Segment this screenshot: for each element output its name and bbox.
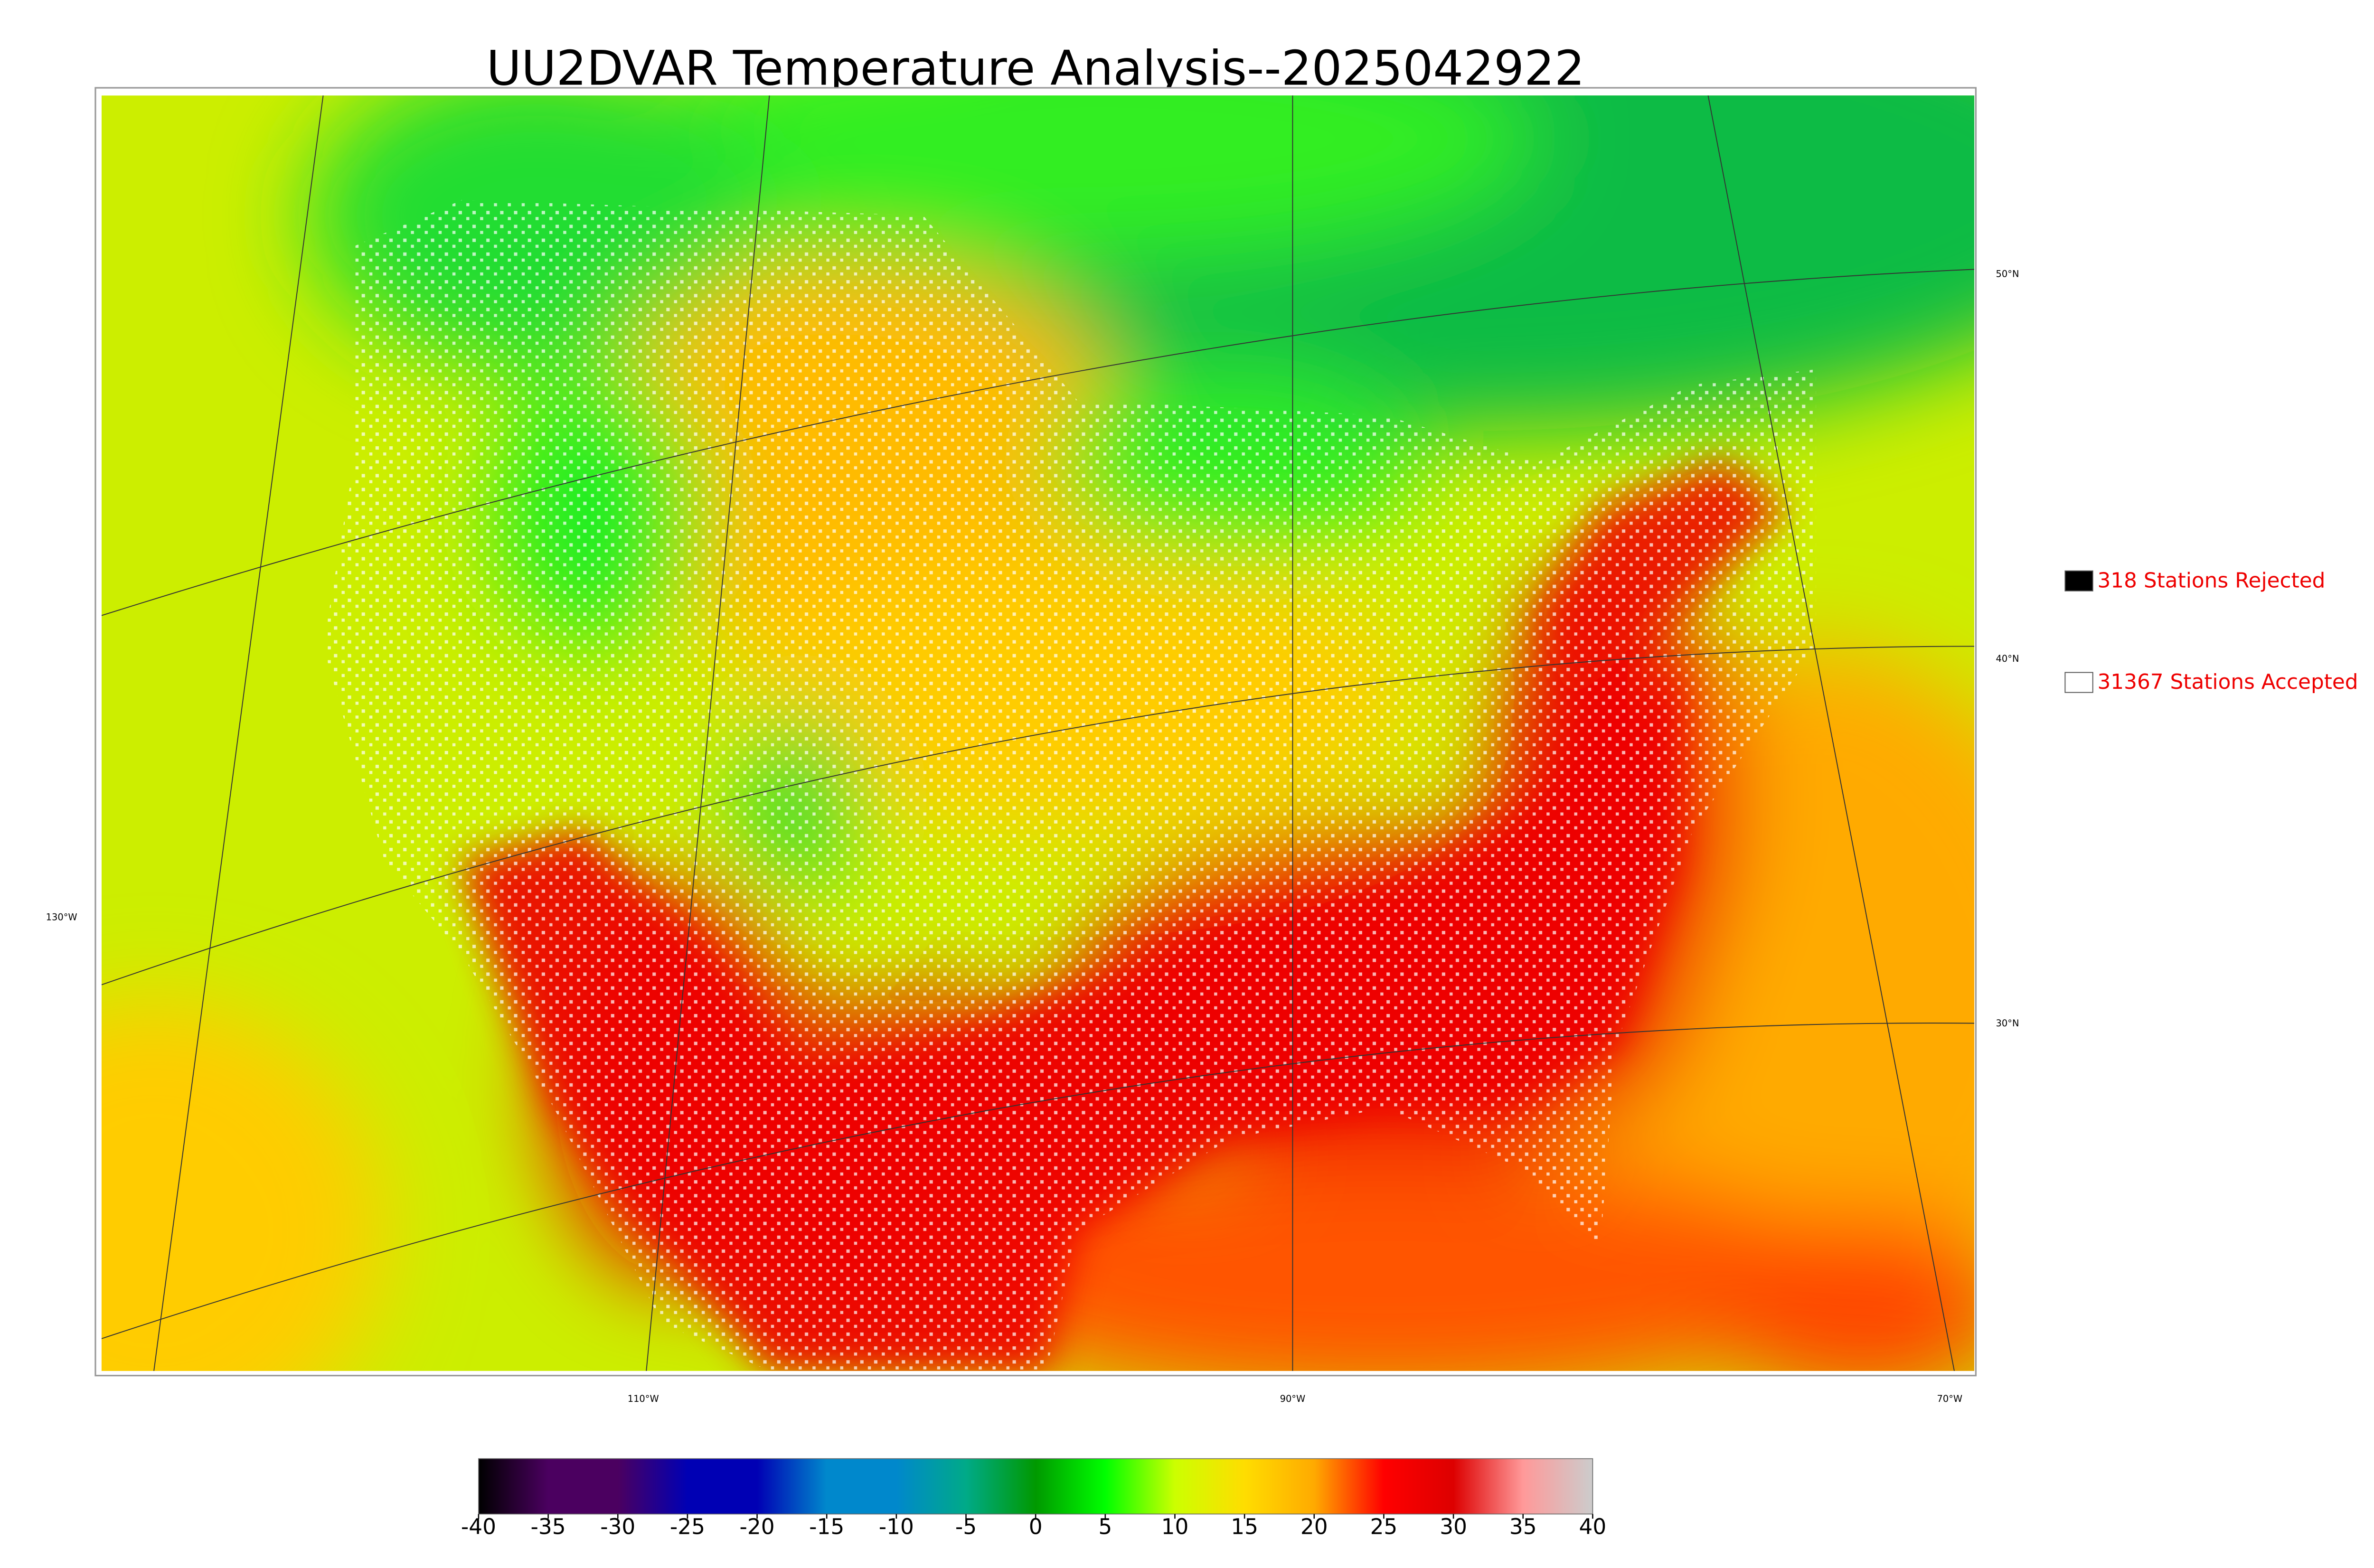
latitude-label: 50°N xyxy=(1996,269,2019,280)
latitude-label: 40°N xyxy=(1996,653,2019,664)
longitude-label: 130°W xyxy=(46,911,77,922)
legend-swatch xyxy=(2064,570,2093,592)
colorbar-tick-label: -25 xyxy=(670,1514,705,1539)
colorbar-tick-label: -30 xyxy=(600,1514,635,1539)
colorbar-tick-label: 25 xyxy=(1370,1514,1398,1539)
colorbar-tick-label: 40 xyxy=(1579,1514,1607,1539)
colorbar-tick-label: 35 xyxy=(1509,1514,1537,1539)
colorbar-tick-label: 10 xyxy=(1161,1514,1189,1539)
legend-label: 318 Stations Rejected xyxy=(2097,568,2325,592)
legend-swatch xyxy=(2064,672,2093,693)
map-title: UU2DVAR Temperature Analysis--2025042922 xyxy=(486,40,1584,96)
longitude-labels: 130°W 110°W 90°W 70°W xyxy=(46,911,1963,1404)
colorbar-tick-label: 30 xyxy=(1440,1514,1467,1539)
longitude-label: 110°W xyxy=(628,1393,659,1404)
latitude-label: 30°N xyxy=(1996,1018,2019,1029)
longitude-label: 90°W xyxy=(1280,1393,1306,1404)
legend: 318 Stations Rejected 31367 Stations Acce… xyxy=(2064,568,2358,694)
colorbar-ramp xyxy=(478,1458,1593,1515)
longitude-label: 70°W xyxy=(1937,1393,1962,1404)
temperature-field xyxy=(101,95,1975,1371)
colorbar-tick-label: 0 xyxy=(1029,1514,1043,1539)
colorbar-tick-label: -15 xyxy=(809,1514,844,1539)
legend-label: 31367 Stations Accepted xyxy=(2097,670,2358,694)
colorbar: -40 -35 -30 -25 -20 -15 -10 -5 0 5 10 15 20 25 30 35 40 xyxy=(461,1458,1607,1539)
latitude-labels: 50°N 40°N 30°N xyxy=(1996,269,2019,1029)
colorbar-tick-label: 5 xyxy=(1098,1514,1112,1539)
colorbar-tick-label: -40 xyxy=(461,1514,496,1539)
colorbar-tick-label: 20 xyxy=(1300,1514,1328,1539)
colorbar-tick-label: 15 xyxy=(1231,1514,1258,1539)
colorbar-tick-label: -5 xyxy=(955,1514,977,1539)
colorbar-tick-label: -35 xyxy=(531,1514,566,1539)
colorbar-tick-label: -10 xyxy=(879,1514,914,1539)
colorbar-tick-label: -20 xyxy=(740,1514,775,1539)
